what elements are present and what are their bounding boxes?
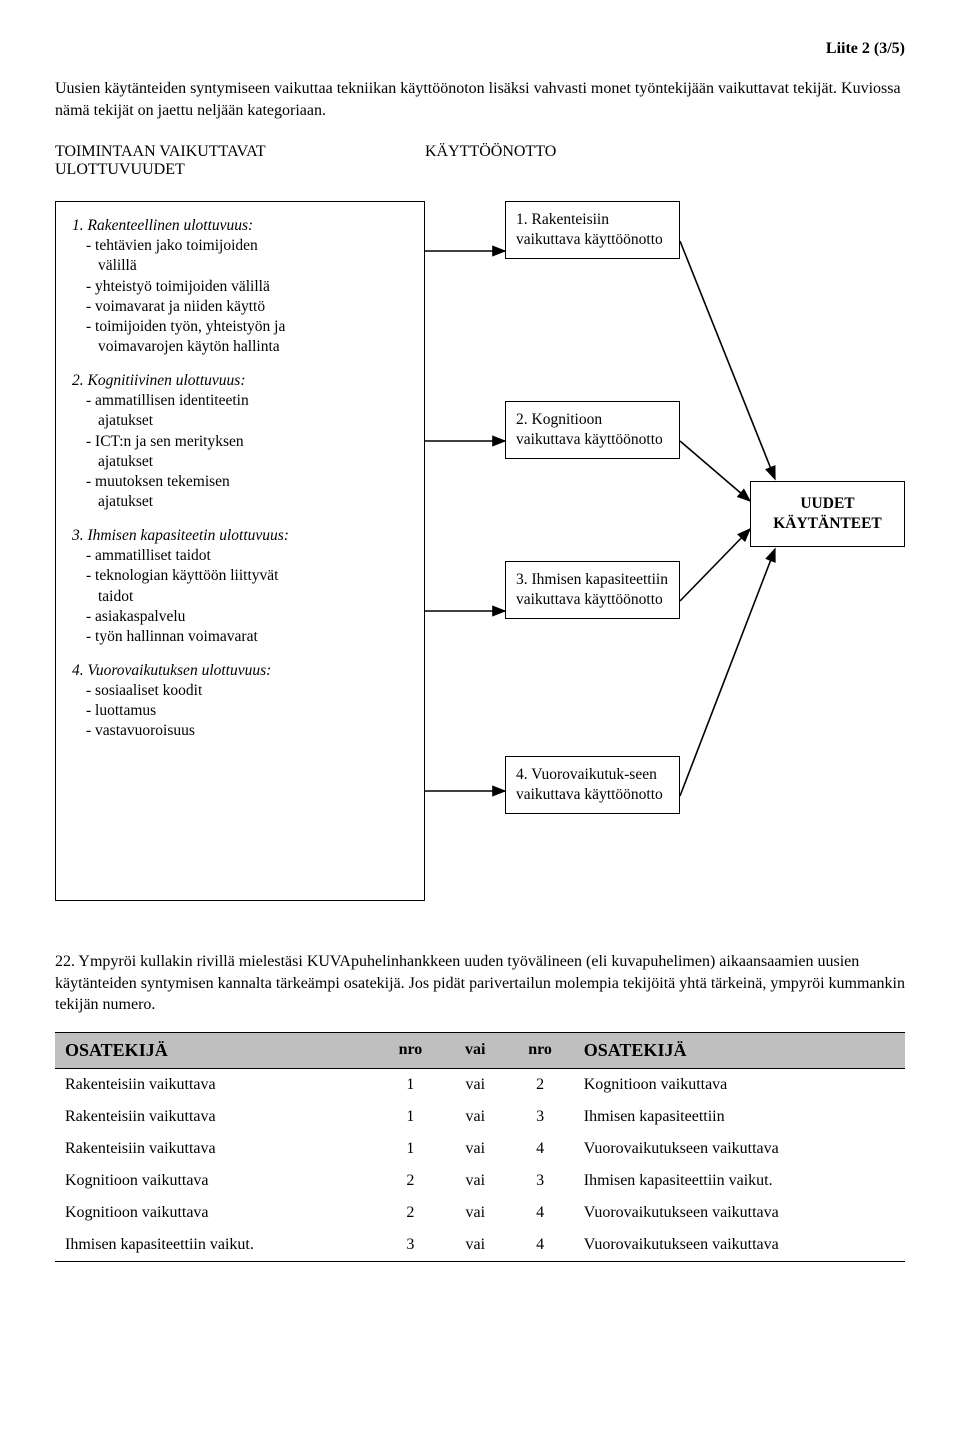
output-line2: KÄYTÄNTEET: [773, 515, 882, 532]
table-cell-nro: 1: [377, 1068, 444, 1101]
table-cell-nro: 4: [506, 1133, 573, 1165]
intro-text: Uusien käytänteiden syntymiseen vaikutta…: [55, 78, 905, 121]
dimension-item: voimavarojen käytön hallinta: [86, 337, 408, 357]
dimension-item: sosiaaliset koodit: [86, 681, 408, 701]
table-cell-label: Kognitioon vaikuttava: [574, 1068, 905, 1101]
table-row: Rakenteisiin vaikuttava1vai4Vuorovaikutu…: [55, 1133, 905, 1165]
table-cell-vai: vai: [444, 1197, 506, 1229]
dimension-item: voimavarat ja niiden käyttö: [86, 297, 408, 317]
dimensions-box: 1. Rakenteellinen ulottuvuus:tehtävien j…: [55, 201, 425, 901]
table-cell-nro: 3: [506, 1101, 573, 1133]
table-cell-nro: 4: [506, 1229, 573, 1262]
table-row: Kognitioon vaikuttava2vai4Vuorovaikutuks…: [55, 1197, 905, 1229]
dimension-item: ajatukset: [86, 492, 408, 512]
table-cell-label: Kognitioon vaikuttava: [55, 1165, 377, 1197]
th-nro-left: nro: [377, 1032, 444, 1068]
table-row: Ihmisen kapasiteettiin vaikut.3vai4Vuoro…: [55, 1229, 905, 1262]
table-cell-nro: 1: [377, 1101, 444, 1133]
dimension-2: 2. Kognitiivinen ulottuvuus:ammatillisen…: [72, 371, 408, 512]
table-cell-label: Vuorovaikutukseen vaikuttava: [574, 1133, 905, 1165]
table-cell-nro: 2: [377, 1197, 444, 1229]
table-cell-label: Vuorovaikutukseen vaikuttava: [574, 1229, 905, 1262]
th-osatekija-right: OSATEKIJÄ: [574, 1032, 905, 1068]
th-nro-right: nro: [506, 1032, 573, 1068]
table-row: Rakenteisiin vaikuttava1vai2Kognitioon v…: [55, 1068, 905, 1101]
dimension-item: ammatillisen identiteetin: [86, 391, 408, 411]
th-osatekija-left: OSATEKIJÄ: [55, 1032, 377, 1068]
dimension-title: 1. Rakenteellinen ulottuvuus:: [72, 216, 408, 236]
table-cell-vai: vai: [444, 1165, 506, 1197]
dimension-4: 4. Vuorovaikutuksen ulottuvuus:sosiaalis…: [72, 661, 408, 742]
table-cell-vai: vai: [444, 1068, 506, 1101]
mid-box-1: 1. Rakenteisiin vaikuttava käyttöönotto: [505, 201, 680, 259]
dimension-item: työn hallinnan voimavarat: [86, 627, 408, 647]
table-cell-label: Rakenteisiin vaikuttava: [55, 1101, 377, 1133]
dimension-item: muutoksen tekemisen: [86, 472, 408, 492]
dimension-item: tehtävien jako toimijoiden: [86, 236, 408, 256]
dimension-item: toimijoiden työn, yhteistyön ja: [86, 317, 408, 337]
dimension-title: 3. Ihmisen kapasiteetin ulottuvuus:: [72, 526, 408, 546]
table-cell-nro: 3: [377, 1229, 444, 1262]
output-box: UUDET KÄYTÄNTEET: [750, 481, 905, 547]
table-row: Rakenteisiin vaikuttava1vai3Ihmisen kapa…: [55, 1101, 905, 1133]
table-cell-nro: 2: [377, 1165, 444, 1197]
table-cell-label: Ihmisen kapasiteettiin vaikut.: [55, 1229, 377, 1262]
dimension-item: yhteistyö toimijoiden välillä: [86, 277, 408, 297]
question-text: 22. Ympyröi kullakin rivillä mielestäsi …: [55, 951, 905, 1016]
left-heading-line1: TOIMINTAAN VAIKUTTAVAT: [55, 143, 266, 160]
mid-box-4: 4. Vuorovaikutuk-seen vaikuttava käyttöö…: [505, 756, 680, 814]
diagram-area: 1. Rakenteellinen ulottuvuus:tehtävien j…: [55, 201, 905, 921]
mid-box-2: 2. Kognitioon vaikuttava käyttöönotto: [505, 401, 680, 459]
dimension-3: 3. Ihmisen kapasiteetin ulottuvuus:ammat…: [72, 526, 408, 647]
dimension-item: taidot: [86, 587, 408, 607]
table-cell-label: Rakenteisiin vaikuttava: [55, 1068, 377, 1101]
mid-box-3: 3. Ihmisen kapasiteettiin vaikuttava käy…: [505, 561, 680, 619]
dimension-title: 2. Kognitiivinen ulottuvuus:: [72, 371, 408, 391]
dimension-item: teknologian käyttöön liittyvät: [86, 566, 408, 586]
dimension-1: 1. Rakenteellinen ulottuvuus:tehtävien j…: [72, 216, 408, 357]
table-cell-label: Rakenteisiin vaikuttava: [55, 1133, 377, 1165]
table-cell-label: Ihmisen kapasiteettiin: [574, 1101, 905, 1133]
table-row: Kognitioon vaikuttava2vai3Ihmisen kapasi…: [55, 1165, 905, 1197]
th-vai: vai: [444, 1032, 506, 1068]
table-cell-vai: vai: [444, 1133, 506, 1165]
dimension-item: ammatilliset taidot: [86, 546, 408, 566]
dimension-item: vastavuoroisuus: [86, 721, 408, 741]
table-cell-vai: vai: [444, 1229, 506, 1262]
table-cell-label: Vuorovaikutukseen vaikuttava: [574, 1197, 905, 1229]
output-line1: UUDET: [800, 495, 854, 512]
left-heading-line2: ULOTTUVUUDET: [55, 161, 185, 178]
dimension-title: 4. Vuorovaikutuksen ulottuvuus:: [72, 661, 408, 681]
dimension-item: välillä: [86, 256, 408, 276]
dimension-item: luottamus: [86, 701, 408, 721]
table-cell-label: Kognitioon vaikuttava: [55, 1197, 377, 1229]
page-label: Liite 2 (3/5): [826, 40, 905, 58]
table-cell-vai: vai: [444, 1101, 506, 1133]
comparison-table: OSATEKIJÄ nro vai nro OSATEKIJÄ Rakentei…: [55, 1032, 905, 1262]
dimension-item: ajatukset: [86, 452, 408, 472]
right-heading: KÄYTTÖÖNOTTO: [425, 143, 556, 160]
table-cell-nro: 4: [506, 1197, 573, 1229]
dimension-item: ajatukset: [86, 411, 408, 431]
table-cell-label: Ihmisen kapasiteettiin vaikut.: [574, 1165, 905, 1197]
dimension-item: ICT:n ja sen merityksen: [86, 432, 408, 452]
table-cell-nro: 1: [377, 1133, 444, 1165]
table-cell-nro: 3: [506, 1165, 573, 1197]
dimension-item: asiakaspalvelu: [86, 607, 408, 627]
table-cell-nro: 2: [506, 1068, 573, 1101]
